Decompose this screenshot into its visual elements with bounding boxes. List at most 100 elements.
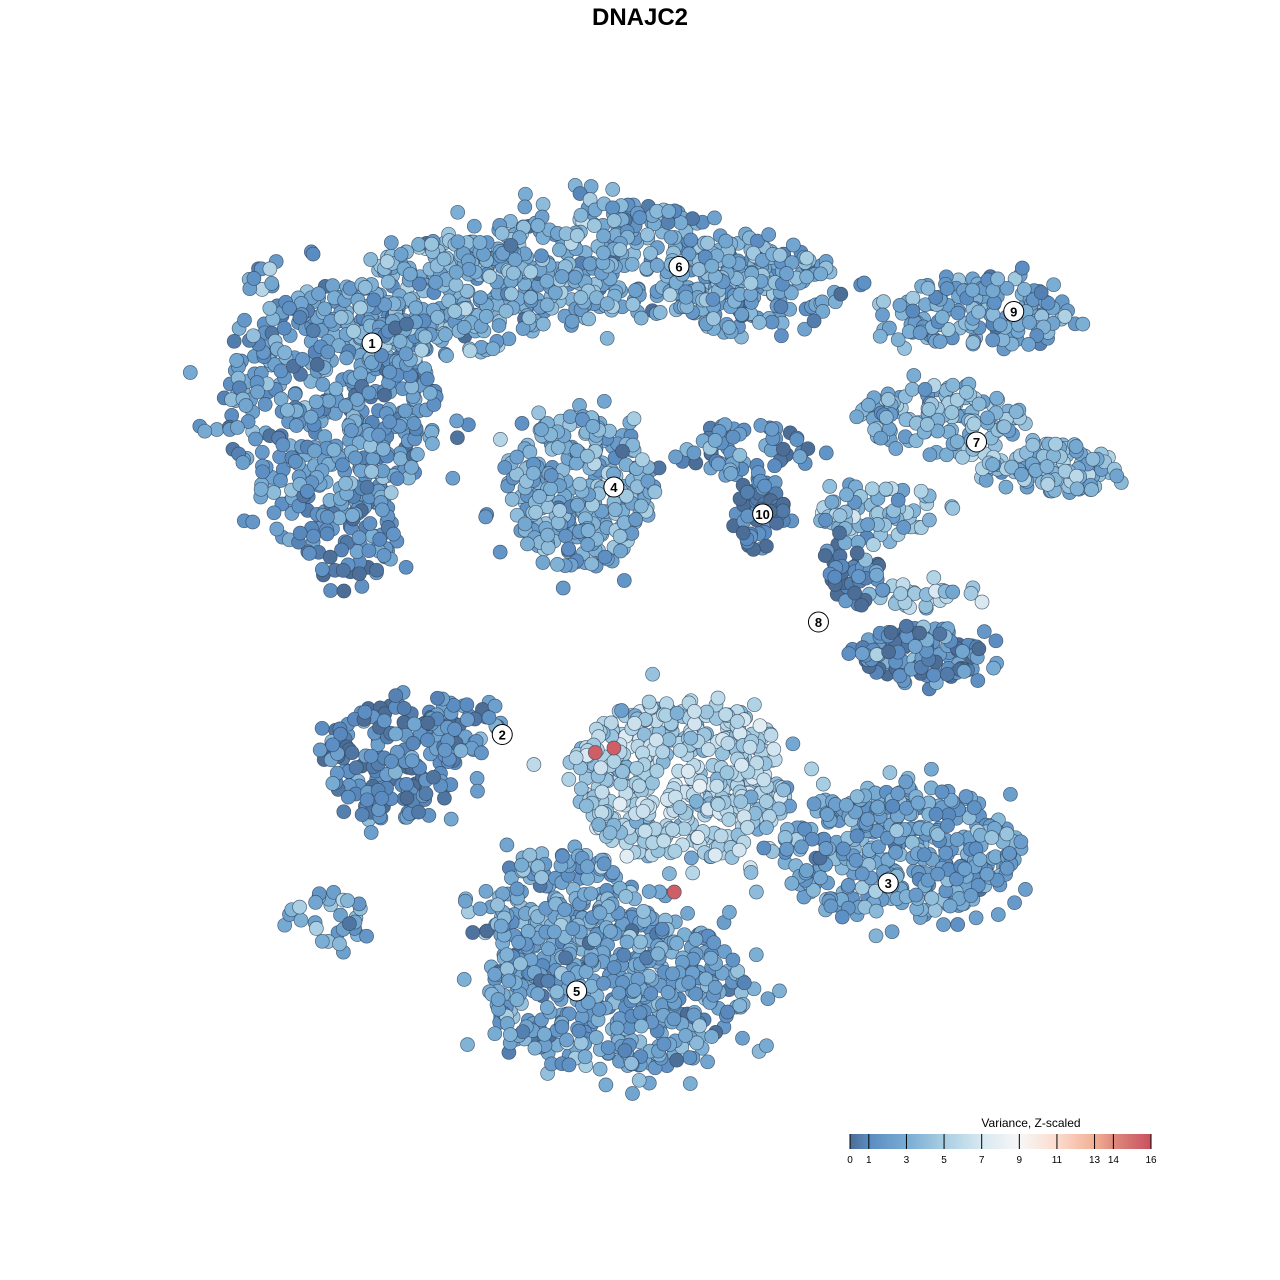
data-point (881, 644, 896, 660)
data-point (336, 583, 352, 599)
data-point (806, 796, 822, 812)
data-point (383, 485, 399, 501)
data-point (380, 274, 396, 290)
data-point (518, 186, 533, 202)
data-point (534, 422, 549, 437)
legend-tick-label: 7 (979, 1155, 985, 1166)
data-point (540, 527, 556, 543)
data-point (752, 718, 768, 734)
data-point (503, 286, 519, 302)
data-point (399, 316, 414, 332)
data-point (366, 292, 382, 308)
data-point (1022, 315, 1037, 330)
data-point (924, 761, 939, 777)
data-point (520, 536, 535, 552)
data-point (942, 898, 958, 914)
data-point (718, 233, 734, 249)
data-point (322, 549, 338, 565)
data-point (235, 455, 251, 470)
points-layer (182, 178, 1129, 1101)
data-point (255, 464, 270, 480)
data-point (839, 487, 854, 503)
data-point (996, 419, 1012, 435)
data-point (649, 258, 665, 273)
data-point (382, 414, 398, 430)
highlight-point (666, 884, 682, 900)
data-point (690, 830, 706, 845)
data-point (592, 1061, 608, 1077)
data-point (626, 983, 642, 998)
data-point (797, 321, 812, 337)
data-point (635, 452, 650, 468)
data-point (892, 297, 908, 313)
data-point (868, 903, 884, 919)
legend-tick-label: 0 (847, 1155, 853, 1166)
data-point (643, 986, 659, 1002)
data-point (292, 310, 308, 325)
data-point (868, 928, 884, 944)
data-point (1025, 437, 1041, 453)
data-point (521, 310, 537, 326)
cluster-label: 8 (807, 611, 829, 633)
data-point (404, 753, 420, 769)
data-point (615, 443, 630, 459)
data-point (681, 975, 697, 990)
data-point (616, 947, 632, 963)
data-point (955, 644, 970, 659)
data-point (963, 888, 979, 903)
data-point (665, 822, 680, 837)
data-point (731, 842, 747, 858)
data-point (359, 479, 375, 495)
data-point (540, 540, 556, 555)
data-point (799, 250, 815, 266)
data-point (666, 1011, 682, 1027)
data-point (736, 975, 752, 991)
data-point (922, 512, 937, 528)
data-point (990, 271, 1006, 287)
data-point (758, 794, 774, 809)
data-point (1013, 834, 1029, 850)
data-point (478, 309, 494, 324)
data-point (706, 935, 722, 951)
data-point (785, 736, 801, 752)
color-legend: Variance, Z-scaled 0 1 3 5 7 9 11 13 14 16 (847, 1116, 1157, 1166)
data-point (264, 276, 280, 291)
data-point (502, 1027, 518, 1042)
data-point (663, 229, 679, 245)
data-point (292, 899, 307, 915)
data-point (721, 253, 737, 269)
data-point (513, 956, 528, 972)
data-point (460, 1037, 475, 1052)
data-point (392, 333, 408, 349)
data-point (351, 530, 367, 545)
data-point (640, 227, 655, 243)
data-point (509, 992, 525, 1008)
data-point (985, 457, 1000, 472)
data-point (459, 697, 475, 713)
data-point (470, 783, 485, 799)
data-point (992, 317, 1008, 333)
data-point (539, 1000, 555, 1015)
data-point (713, 828, 729, 844)
data-point (344, 745, 360, 761)
data-point (614, 703, 629, 718)
data-point (408, 300, 424, 316)
data-point (882, 765, 898, 780)
data-point (691, 262, 707, 277)
data-point (700, 1054, 715, 1070)
data-point (1014, 467, 1029, 482)
data-point (579, 798, 594, 814)
data-point (669, 1052, 685, 1068)
data-point (824, 494, 840, 510)
data-point (971, 641, 987, 657)
data-point (775, 441, 791, 457)
data-point (732, 447, 748, 463)
data-point (979, 866, 995, 882)
data-point (534, 870, 549, 885)
data-point (878, 410, 894, 425)
data-point (517, 199, 533, 215)
data-point (456, 320, 472, 335)
data-point (660, 985, 676, 1000)
data-point (520, 924, 536, 939)
data-point (554, 269, 570, 284)
